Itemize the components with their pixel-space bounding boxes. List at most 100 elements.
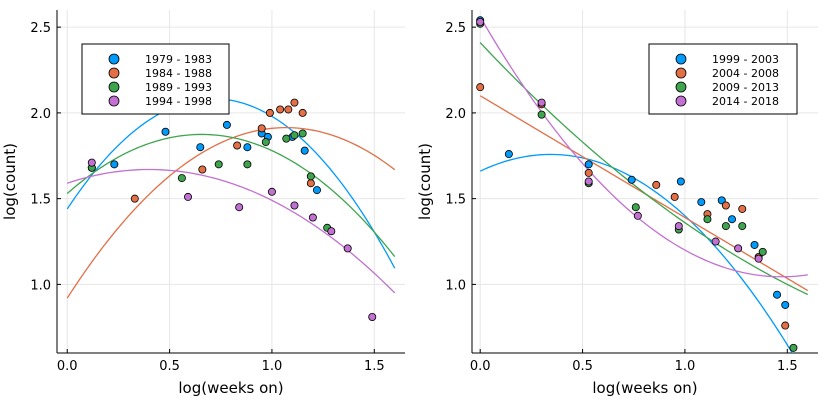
fit-curve-series-2 xyxy=(66,126,396,299)
x-tick-label: 1.0 xyxy=(262,359,283,374)
data-point-series-2 xyxy=(257,124,266,133)
data-point-series-3 xyxy=(721,222,730,231)
data-point-series-3 xyxy=(282,134,291,143)
legend-marker-series-3 xyxy=(108,81,120,93)
data-point-series-1 xyxy=(717,196,726,205)
data-point-series-2 xyxy=(476,83,485,92)
data-point-series-4 xyxy=(87,158,96,167)
legend-box xyxy=(648,43,798,115)
data-point-series-2 xyxy=(284,105,293,114)
data-point-series-1 xyxy=(676,177,685,186)
data-point-series-1 xyxy=(243,143,252,152)
y-tick-label: 2.5 xyxy=(30,21,51,36)
legend-label-series-4: 2014 - 2018 xyxy=(712,95,779,108)
legend-label-series-2: 1984 - 1988 xyxy=(145,67,212,80)
data-point-series-4 xyxy=(368,312,377,321)
data-point-series-3 xyxy=(261,138,270,147)
x-axis-label: log(weeks on) xyxy=(178,379,283,397)
data-point-series-4 xyxy=(754,254,763,263)
right-panel: 0.0 0.5 1.0 1.5 1.0 1.5 2.0 2.5 log(weeks on) log… xyxy=(416,10,818,397)
x-tick-label: 0.5 xyxy=(159,359,180,374)
data-point-series-2 xyxy=(738,204,747,213)
data-point-series-1 xyxy=(627,175,636,184)
data-point-series-4 xyxy=(711,237,720,246)
data-point-series-2 xyxy=(290,98,299,107)
left-panel: 0.0 0.5 1.0 1.5 1.0 1.5 2.0 2.5 log(weeks on) log… xyxy=(1,10,405,397)
data-point-series-2 xyxy=(233,141,242,150)
data-point-series-3 xyxy=(631,203,640,212)
data-point-series-3 xyxy=(290,131,299,140)
legend-label-series-1: 1999 - 2003 xyxy=(712,53,779,66)
data-point-series-2 xyxy=(781,321,790,330)
data-point-series-2 xyxy=(130,194,139,203)
x-tick-label: 0.5 xyxy=(572,359,593,374)
y-tick-label: 2.0 xyxy=(445,107,466,122)
legend-box xyxy=(81,43,230,115)
fit-curve-series-1 xyxy=(479,153,794,353)
legend-marker-series-4 xyxy=(108,95,120,107)
data-point-series-4 xyxy=(674,222,683,231)
x-tick-label: 1.0 xyxy=(675,359,696,374)
data-point-series-1 xyxy=(161,127,170,136)
legend-label-series-2: 2004 - 2008 xyxy=(712,67,779,80)
y-tick-label: 1.5 xyxy=(445,193,466,208)
y-tick-label: 1.0 xyxy=(30,278,51,293)
data-point-series-3 xyxy=(537,110,546,119)
x-tick-label: 1.5 xyxy=(777,359,798,374)
y-tick-label: 1.0 xyxy=(445,278,466,293)
x-tick-label: 0.0 xyxy=(470,359,491,374)
data-point-series-2 xyxy=(276,105,285,114)
legend-marker-series-4 xyxy=(675,95,687,107)
data-point-series-4 xyxy=(235,203,244,212)
legend-marker-series-1 xyxy=(675,53,687,65)
legend-marker-series-3 xyxy=(675,81,687,93)
data-point-series-1 xyxy=(781,300,790,309)
data-point-series-4 xyxy=(584,177,593,186)
y-tick-label: 2.0 xyxy=(30,107,51,122)
data-point-series-1 xyxy=(750,240,759,249)
data-point-series-1 xyxy=(584,160,593,169)
data-point-series-3 xyxy=(306,172,315,181)
data-point-series-3 xyxy=(758,247,767,256)
data-point-series-2 xyxy=(652,180,661,189)
data-point-series-4 xyxy=(308,213,317,222)
data-point-series-1 xyxy=(300,146,309,155)
fit-curve-series-4 xyxy=(479,16,808,278)
data-point-series-2 xyxy=(198,165,207,174)
y-tick-label: 2.5 xyxy=(445,21,466,36)
x-tick-label: 1.5 xyxy=(364,359,385,374)
data-point-series-1 xyxy=(312,186,321,195)
data-point-series-3 xyxy=(214,160,223,169)
data-point-series-1 xyxy=(728,215,737,224)
legend-label-series-3: 2009 - 2013 xyxy=(712,81,779,94)
data-point-series-2 xyxy=(670,192,679,201)
data-point-series-3 xyxy=(738,222,747,231)
data-point-series-4 xyxy=(633,211,642,220)
data-point-series-3 xyxy=(703,215,712,224)
data-point-series-4 xyxy=(184,192,193,201)
data-point-series-1 xyxy=(773,290,782,299)
x-tick-label: 0.0 xyxy=(57,359,78,374)
fit-curve-series-1 xyxy=(66,98,396,269)
legend-label-series-4: 1994 - 1998 xyxy=(145,95,212,108)
x-axis-label: log(weeks on) xyxy=(592,379,697,397)
data-point-series-2 xyxy=(298,108,307,117)
legend-marker-series-2 xyxy=(675,67,687,79)
data-point-series-2 xyxy=(721,201,730,210)
data-point-series-3 xyxy=(789,343,798,352)
data-point-series-3 xyxy=(243,160,252,169)
data-point-series-4 xyxy=(537,98,546,107)
legend-marker-series-1 xyxy=(108,53,120,65)
data-point-series-1 xyxy=(196,143,205,152)
data-point-series-1 xyxy=(110,160,119,169)
y-axis-label: log(count) xyxy=(1,143,19,220)
data-point-series-1 xyxy=(504,150,513,159)
data-point-series-4 xyxy=(327,227,336,236)
data-point-series-2 xyxy=(584,168,593,177)
data-point-series-2 xyxy=(265,108,274,117)
data-point-series-3 xyxy=(298,129,307,138)
data-point-series-3 xyxy=(177,174,186,183)
